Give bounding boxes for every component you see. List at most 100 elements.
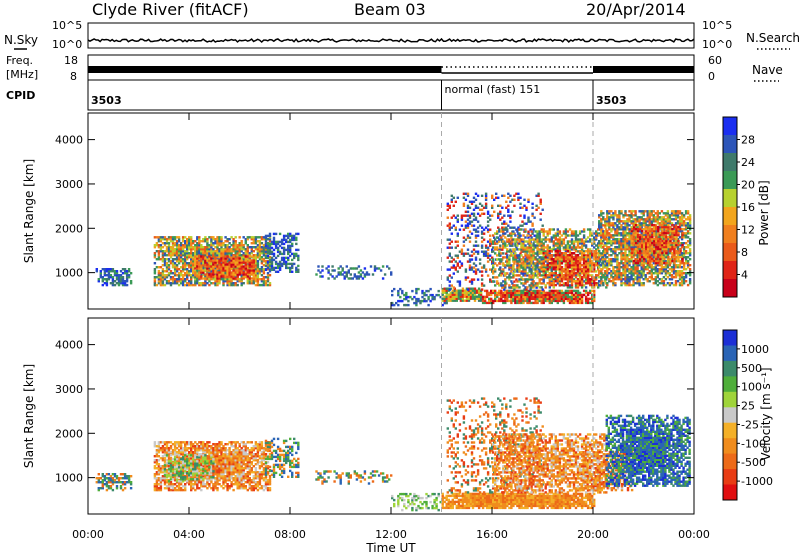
range-gate-cell (552, 248, 555, 251)
range-gate-cell (157, 254, 161, 257)
range-gate-cell (482, 284, 486, 287)
range-gate-cell (550, 258, 553, 261)
range-gate-cell (489, 258, 492, 261)
range-gate-cell (578, 291, 582, 295)
range-gate-cell (190, 262, 193, 265)
range-gate-cell (542, 272, 545, 275)
range-gate-cell (210, 282, 213, 285)
range-gate-cell (530, 282, 533, 285)
range-gate-cell (620, 272, 623, 275)
range-gate-cell (464, 210, 468, 213)
range-gate-cell (568, 266, 572, 269)
range-gate-cell (266, 256, 270, 260)
range-gate-cell (459, 289, 463, 292)
range-gate-cell (200, 248, 203, 251)
range-gate-cell (483, 299, 487, 303)
range-gate-cell (628, 276, 631, 279)
range-gate-cell (254, 268, 258, 271)
range-gate-cell (214, 274, 217, 277)
range-gate-cell (167, 236, 171, 239)
range-gate-cell (437, 289, 440, 293)
range-gate-cell (204, 261, 207, 264)
range-gate-cell (582, 236, 586, 239)
range-gate-cell (204, 236, 207, 239)
range-gate-cell (536, 246, 539, 249)
range-gate-cell (274, 240, 278, 244)
range-gate-cell (556, 274, 559, 277)
range-gate-cell (190, 278, 193, 281)
range-gate-cell (192, 254, 195, 257)
range-gate-cell (540, 266, 543, 269)
range-gate-cell (536, 250, 539, 253)
range-gate-cell (512, 260, 515, 263)
range-gate-cell (626, 270, 629, 273)
range-gate-cell (254, 240, 258, 243)
range-gate-cell (491, 196, 494, 199)
cpid-segment-label: normal (fast) 151 (445, 83, 541, 96)
range-gate-cell (522, 297, 525, 301)
range-gate-cell (95, 268, 98, 271)
range-gate-cell (188, 256, 191, 259)
range-gate-cell (538, 286, 541, 289)
range-gate-cell (512, 250, 515, 253)
range-gate-cell (188, 272, 191, 275)
range-gate-cell (552, 297, 555, 301)
range-gate-cell (190, 282, 193, 285)
range-gate-cell (248, 258, 251, 261)
range-gate-cell (250, 248, 253, 251)
range-gate-cell (620, 280, 623, 283)
range-gate-cell (268, 258, 272, 262)
range-gate-cell (622, 240, 625, 243)
range-gate-cell (586, 256, 590, 259)
range-gate-cell (570, 270, 574, 273)
range-gate-cell (345, 275, 348, 278)
range-gate-cell (171, 240, 175, 243)
range-gate-cell (494, 232, 497, 235)
range-gate-cell (331, 269, 334, 272)
range-gate-cell (542, 258, 545, 261)
range-gate-cell (480, 246, 484, 249)
range-gate-cell (584, 250, 588, 253)
range-gate-cell (181, 282, 185, 285)
range-gate-cell (618, 276, 621, 279)
range-gate-cell (540, 256, 543, 259)
range-gate-cell (161, 246, 165, 249)
range-gate-cell (582, 264, 586, 267)
range-gate-cell (502, 262, 505, 265)
range-gate-cell (192, 262, 195, 265)
range-gate-cell (194, 283, 197, 287)
range-gate-cell (230, 244, 233, 247)
range-gate-cell (262, 280, 266, 283)
range-gate-cell (256, 274, 260, 277)
range-gate-cell (365, 273, 369, 276)
range-gate-cell (511, 240, 514, 243)
range-gate-cell (600, 224, 603, 227)
range-gate-cell (287, 252, 290, 256)
range-gate-cell (506, 272, 509, 275)
range-gate-cell (445, 289, 448, 292)
range-gate-cell (357, 271, 361, 274)
range-gate-cell (595, 262, 598, 265)
range-gate-cell (504, 232, 507, 235)
range-gate-cell (169, 278, 173, 281)
range-gate-cell (95, 270, 98, 273)
range-gate-cell (488, 291, 491, 295)
range-gate-cell (564, 297, 568, 301)
range-gate-cell (558, 272, 562, 275)
range-gate-cell (558, 295, 562, 299)
range-gate-cell (224, 259, 227, 262)
range-gate-cell (624, 254, 627, 257)
range-gate-cell (115, 282, 119, 285)
range-gate-cell (454, 254, 457, 257)
range-gate-cell (177, 256, 181, 259)
range-gate-cell (184, 283, 187, 287)
range-gate-cell (272, 232, 276, 236)
range-gate-cell (190, 252, 193, 255)
range-gate-cell (564, 264, 568, 267)
range-gate-cell (218, 265, 221, 268)
range-gate-cell (650, 212, 653, 215)
range-gate-cell (560, 278, 564, 281)
range-gate-cell (194, 266, 197, 269)
range-gate-cell (204, 250, 207, 253)
range-gate-cell (496, 236, 499, 239)
